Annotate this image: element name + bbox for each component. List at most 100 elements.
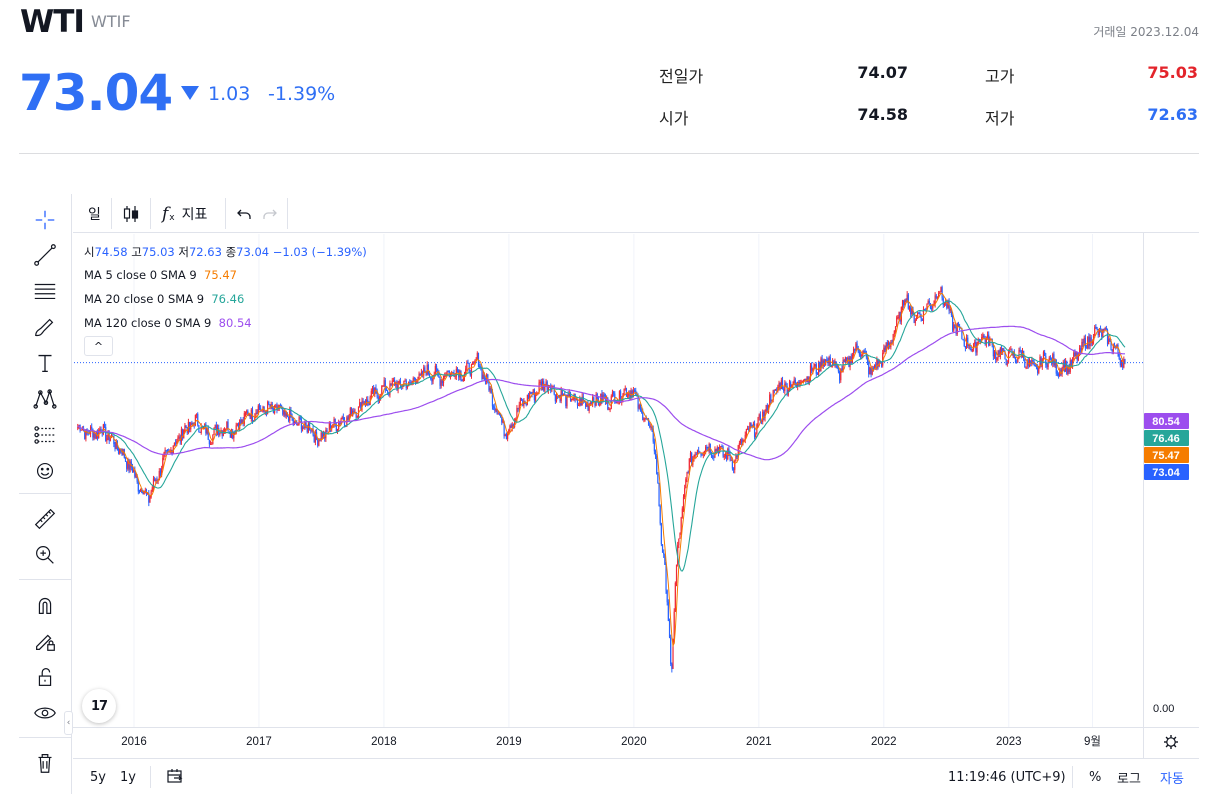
ma20-label: MA 20 close 0 SMA 9 (84, 292, 205, 306)
ma20-legend[interactable]: MA 20 close 0 SMA 9 76.46 (84, 292, 244, 306)
candle-body (858, 351, 861, 355)
candle-body (126, 461, 128, 469)
candle-body (700, 452, 702, 455)
candle-body (576, 398, 579, 406)
ma5-legend[interactable]: MA 5 close 0 SMA 9 75.47 (84, 268, 237, 282)
auto-scale-toggle[interactable]: 자동 (1160, 771, 1184, 787)
candle-body (1078, 348, 1081, 356)
candle-body (237, 424, 240, 430)
candle-body (497, 413, 499, 415)
undo-icon[interactable] (235, 194, 253, 233)
candle-body (181, 429, 184, 439)
zoom-in-icon[interactable] (31, 541, 59, 569)
candle-body (133, 470, 135, 472)
horizontal-lines-icon[interactable] (31, 277, 59, 305)
candle-body (1028, 360, 1031, 366)
candle-body (906, 294, 908, 302)
range-5y-button[interactable]: 5y (90, 769, 106, 785)
candle-body (572, 398, 574, 400)
down-arrow-icon (181, 86, 199, 100)
settings-gear-icon[interactable] (1164, 735, 1178, 749)
candle-body (1082, 341, 1084, 344)
candle-body (175, 442, 177, 444)
candle-body (943, 302, 946, 306)
candle-body (624, 388, 626, 390)
log-toggle[interactable]: 로그 (1117, 771, 1141, 787)
candle-body (501, 417, 503, 423)
pattern-icon[interactable] (31, 385, 59, 413)
trend-line-icon[interactable] (31, 241, 59, 269)
trash-icon[interactable] (31, 749, 59, 777)
candle-body (456, 368, 459, 370)
legend-collapse-button[interactable]: ^ (84, 336, 113, 356)
candle-type-icon[interactable] (121, 194, 141, 233)
tradingview-logo[interactable]: 17 (82, 689, 116, 723)
clock-utc[interactable]: 11:19:46 (UTC+9) (948, 769, 1066, 785)
x-axis-label: 2022 (871, 736, 897, 748)
candle-body (905, 300, 907, 302)
prediction-icon[interactable] (31, 421, 59, 449)
range-1y-button[interactable]: 1y (120, 769, 136, 785)
candle-body (398, 381, 400, 384)
lock-drawing-icon[interactable] (31, 627, 59, 655)
candle-body (1042, 352, 1045, 359)
candle-body (279, 405, 282, 407)
candle-body (802, 380, 805, 382)
candle-body (1055, 359, 1057, 374)
candle-body (202, 427, 205, 429)
candle-body (130, 461, 132, 468)
candle-body (955, 325, 957, 334)
ma120-legend[interactable]: MA 120 close 0 SMA 9 80.54 (84, 316, 252, 330)
emoji-icon[interactable] (31, 457, 59, 485)
candle-body (910, 307, 912, 315)
candle-body (699, 451, 701, 453)
indicators-button[interactable]: f x 지표 (162, 194, 207, 233)
magnet-icon[interactable] (31, 591, 59, 619)
candle-body (567, 394, 569, 396)
candle-body (377, 396, 379, 402)
candle-body (343, 420, 346, 426)
candle-body (915, 317, 918, 320)
candle-body (694, 454, 696, 457)
candle-body (876, 359, 878, 368)
eye-icon[interactable] (31, 699, 59, 727)
header-divider (19, 153, 1199, 154)
interval-button[interactable]: 일 (88, 206, 101, 223)
candle-body (1081, 341, 1083, 353)
candle-body (527, 394, 530, 399)
candle-body (1058, 374, 1060, 377)
candle-body (758, 414, 760, 418)
candle-body (109, 437, 111, 441)
function-icon: f (162, 203, 169, 224)
candle-body (333, 419, 335, 425)
candle-body (804, 378, 806, 381)
candle-body (946, 300, 948, 308)
unlock-icon[interactable] (31, 663, 59, 691)
candle-body (935, 295, 937, 299)
candle-body (729, 454, 731, 460)
candle-body (1085, 347, 1088, 349)
ruler-icon[interactable] (31, 505, 59, 533)
crosshair-icon[interactable] (31, 206, 59, 234)
date-range-icon[interactable] (165, 759, 185, 795)
toolbar-separator (111, 198, 112, 229)
open-label: 시가 (659, 109, 689, 128)
candle-body (149, 497, 151, 503)
text-icon[interactable] (31, 349, 59, 377)
candle-body (921, 318, 923, 321)
redo-icon[interactable] (261, 194, 279, 233)
candle-body (275, 405, 277, 407)
candle-body (510, 425, 512, 428)
candle-body (137, 481, 139, 492)
candle-body (264, 411, 266, 413)
candle-body (957, 322, 960, 327)
candle-body (678, 538, 680, 546)
brush-icon[interactable] (31, 313, 59, 341)
candle-body (329, 423, 332, 430)
percent-toggle[interactable]: % (1089, 769, 1102, 785)
candle-body (494, 406, 496, 411)
candle-body (1063, 361, 1066, 372)
candle-body (85, 429, 87, 439)
collapse-toolbar-button[interactable]: ‹ (64, 711, 73, 735)
